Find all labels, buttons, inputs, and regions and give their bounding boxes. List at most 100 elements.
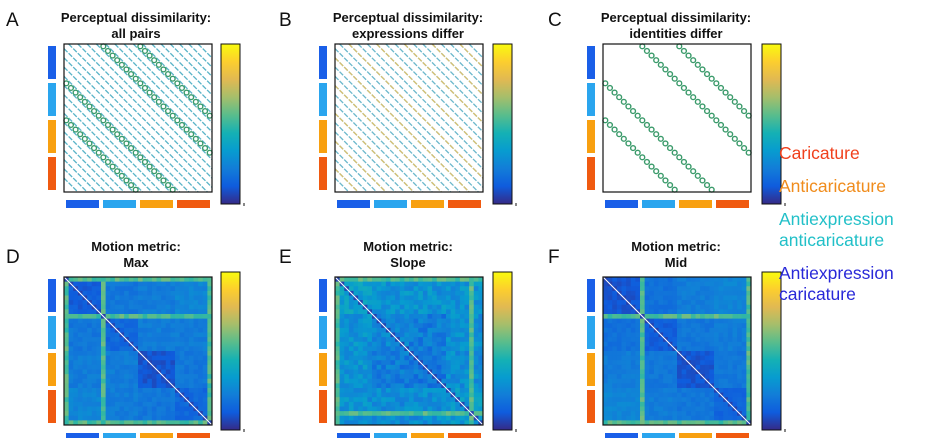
heatmap-cell [399,286,405,292]
heatmap-cell [202,286,208,292]
heatmap-cell [621,406,627,412]
heatmap-cell [686,401,692,407]
heatmap-cell [727,411,733,417]
heatmap-cell [700,300,706,306]
heatmap-cell [105,351,111,357]
row-category-bar-b [319,83,327,116]
heatmap-cell [184,295,190,301]
heatmap-cell [672,351,678,357]
heatmap-cell [184,360,190,366]
heatmap-cell [404,415,410,421]
heatmap-cell [478,309,484,315]
heatmap-cell [151,369,157,375]
row-category-bar-c [587,46,595,79]
heatmap-cell [427,411,433,417]
heatmap-cell [404,290,410,296]
heatmap-cell [390,411,396,417]
heatmap-cell [395,411,401,417]
heatmap-cell [741,300,747,306]
heatmap-cell [124,388,130,394]
heatmap-cell [473,323,479,329]
heatmap-cell [170,327,176,333]
heatmap-cell [376,420,382,426]
heatmap-cell [179,304,185,310]
dissimilarity-dot [699,66,706,73]
heatmap-cell [372,295,378,301]
heatmap-cell [73,318,79,324]
heatmap-cell [640,374,646,380]
heatmap-cell [376,314,382,320]
heatmap-cell [473,277,479,283]
heatmap-cell [464,337,470,343]
heatmap-cell [459,360,465,366]
heatmap-cell [367,281,373,287]
heatmap-cell [677,341,683,347]
heatmap-cell [616,341,622,347]
heatmap-cell [156,401,162,407]
heatmap-cell [353,337,359,343]
heatmap-cell [709,286,715,292]
heatmap-cell [746,281,752,287]
heatmap-cell [198,346,204,352]
heatmap-cell [432,337,438,343]
heatmap-cell [64,369,70,375]
heatmap-cell [686,415,692,421]
heatmap-cell [101,327,107,333]
heatmap-cell [395,378,401,384]
heatmap-cell [385,346,391,352]
heatmap-cell [184,332,190,338]
heatmap-cell [450,337,456,343]
heatmap-cell [681,295,687,301]
heatmap-cell [390,346,396,352]
heatmap-cell [672,304,678,310]
heatmap-cell [128,401,134,407]
heatmap-cell [459,309,465,315]
matrix-frame-f [602,276,752,426]
heatmap-cell [390,318,396,324]
heatmap-cell [96,411,102,417]
heatmap-cell [718,337,724,343]
heatmap-cell [658,420,664,426]
heatmap-cell [175,360,181,366]
dissimilarity-dot [109,52,116,59]
heatmap-cell [188,290,194,296]
heatmap-cell [704,406,710,412]
diagonal-band [77,43,213,179]
heatmap-cell [667,364,673,370]
heatmap-cell [362,369,368,375]
heatmap-cell [68,295,74,301]
heatmap-cell [469,327,475,333]
heatmap-cell [432,309,438,315]
heatmap-cell [649,332,655,338]
heatmap-cell [700,314,706,320]
heatmap-cell [686,397,692,403]
heatmap-cell [413,411,419,417]
heatmap-cell [385,309,391,315]
heatmap-cell [422,290,428,296]
heatmap-cell [151,415,157,421]
heatmap-cell [473,383,479,389]
heatmap-cell [119,346,125,352]
diagonal-band [468,43,484,59]
heatmap-cell [404,351,410,357]
heatmap-cell [427,300,433,306]
heatmap-cell [432,383,438,389]
heatmap-cell [616,332,622,338]
heatmap-cell [133,323,139,329]
dissimilarity-dot [662,140,669,147]
heatmap-cell [399,300,405,306]
heatmap-cell [432,420,438,426]
heatmap-cell [147,309,153,315]
heatmap-cell [718,369,724,375]
heatmap-cell [367,360,373,366]
heatmap-cell [110,286,116,292]
heatmap-cell [413,290,419,296]
heatmap-cell [663,304,669,310]
heatmap-cell [348,374,354,380]
colorbar-c [761,43,782,205]
heatmap-cell [138,364,144,370]
heatmap-cell [367,300,373,306]
heatmap-cell [714,369,720,375]
heatmap-cell [626,346,632,352]
heatmap-cell [746,351,752,357]
